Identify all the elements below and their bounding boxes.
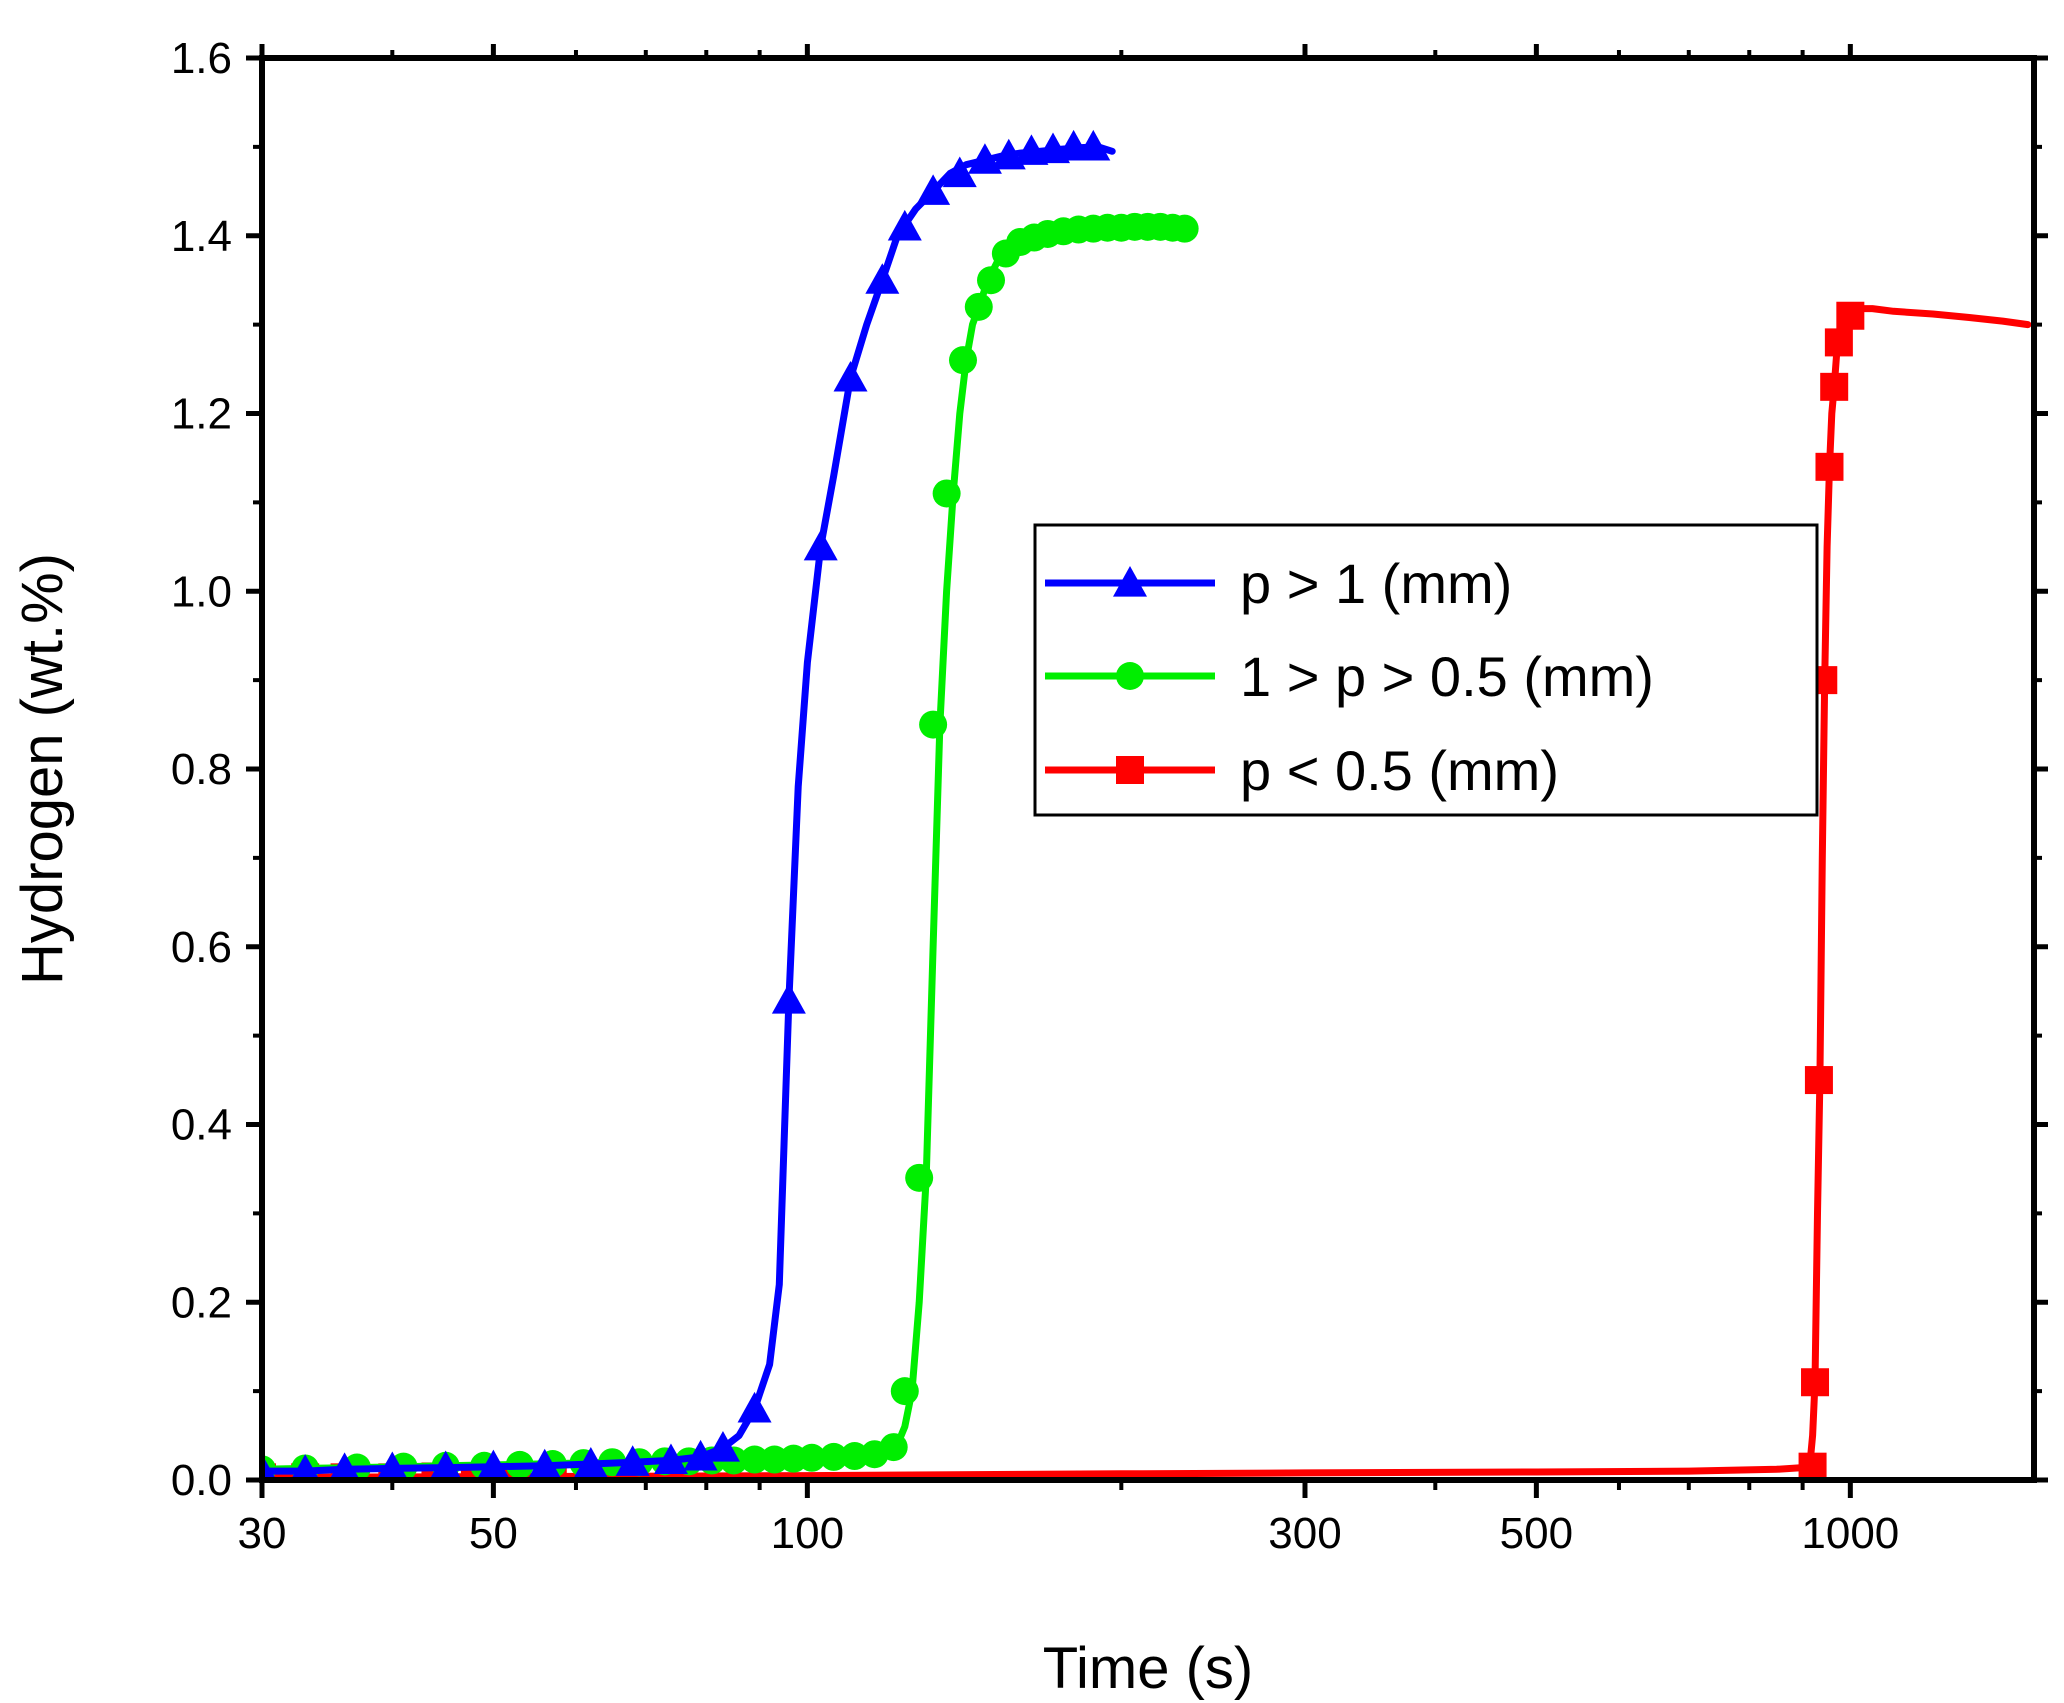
series-0-marker-15	[833, 360, 868, 392]
series-0-marker-12	[737, 1391, 772, 1423]
series-0-marker-17	[887, 209, 922, 241]
series-2-marker-10	[1804, 1066, 1833, 1095]
series-2-marker-8	[1798, 1452, 1827, 1480]
series-1-marker-26	[932, 479, 961, 508]
legend-marker-1	[1116, 662, 1144, 690]
series-2-marker-13	[1820, 372, 1849, 401]
x-tick-label-4: 500	[1500, 1509, 1573, 1558]
y-tick-label-2: 0.4	[171, 1101, 232, 1150]
y-tick-label-7: 1.4	[171, 212, 232, 261]
legend-marker-2	[1116, 756, 1144, 784]
series-2-marker-9	[1801, 1368, 1830, 1397]
series-0-marker-1	[290, 1454, 320, 1480]
legend-label-2: p < 0.5 (mm)	[1240, 739, 1559, 802]
series-1-marker-19	[819, 1442, 848, 1471]
series-0-marker-6	[527, 1448, 562, 1480]
series-0-marker-7	[573, 1447, 608, 1478]
y-tick-label-3: 0.6	[171, 923, 232, 972]
legend-marker-0	[1113, 566, 1147, 597]
x-tick-label-3: 300	[1268, 1509, 1341, 1558]
series-0-marker-20	[967, 143, 1002, 174]
y-tick-label-0: 0.0	[171, 1456, 232, 1505]
series-1-marker-29	[977, 266, 1006, 295]
series-0-marker-16	[865, 263, 900, 294]
y-tick-label-1: 0.2	[171, 1278, 232, 1327]
series-1-marker-25	[919, 710, 948, 739]
legend-label-0: p > 1 (mm)	[1240, 552, 1512, 615]
axes-layer: 0.0 0.2 0.4 0.6 0.8 1.0 1.2 1.4 1.6 30 50 100 300 500…	[171, 34, 2048, 1558]
series-1-marker-27	[948, 346, 977, 375]
series-0-marker-25	[1076, 129, 1111, 161]
x-axis-title: Time (s)	[1043, 1636, 1253, 1701]
series-0-marker-9	[653, 1443, 688, 1475]
y-axis-title: Hydrogen (wt.%)	[10, 553, 75, 985]
series-0-marker-8	[615, 1445, 650, 1476]
legend-label-1: 1 > p > 0.5 (mm)	[1240, 645, 1654, 708]
series-2-marker-14	[1824, 328, 1853, 357]
x-tick-label-5: 1000	[1801, 1509, 1899, 1558]
y-tick-label-5: 1.0	[171, 567, 232, 616]
series-0-marker-11	[705, 1431, 740, 1462]
series-1-marker-23	[890, 1377, 919, 1406]
series-0-marker-14	[803, 529, 838, 561]
series-0-marker-19	[942, 156, 977, 188]
y-tick-label-8: 1.6	[171, 34, 232, 83]
series-1-marker-24	[905, 1163, 934, 1192]
x-tick-label-2: 100	[771, 1509, 844, 1558]
y-tick-label-6: 1.2	[171, 390, 232, 439]
x-tick-label-1: 50	[469, 1509, 518, 1558]
series-2-marker-12	[1815, 452, 1844, 481]
series-0-marker-10	[683, 1439, 718, 1471]
series-0-marker-3	[376, 1451, 409, 1480]
series-1-marker-22	[879, 1433, 908, 1462]
series-1-marker-15	[740, 1445, 769, 1474]
series-2-marker-15	[1836, 301, 1865, 330]
series-1-marker-43	[1170, 214, 1199, 243]
series-layer	[262, 129, 2032, 1480]
series-0-marker-13	[771, 983, 806, 1014]
y-tick-label-4: 0.8	[171, 745, 232, 794]
series-0-marker-5	[476, 1449, 511, 1480]
series-0	[262, 129, 1116, 1480]
series-1-marker-28	[964, 292, 993, 321]
series-0-marker-0	[262, 1454, 277, 1480]
series-1-marker-18	[797, 1443, 826, 1472]
plot-frame	[259, 55, 2037, 1483]
series-0-marker-18	[916, 174, 951, 205]
series-0-marker-4	[429, 1450, 463, 1480]
x-tick-label-0: 30	[238, 1509, 287, 1558]
legend: p > 1 (mm) 1 > p > 0.5 (mm) p < 0.5 (mm)	[1033, 523, 1819, 817]
series-0-marker-2	[329, 1452, 360, 1480]
